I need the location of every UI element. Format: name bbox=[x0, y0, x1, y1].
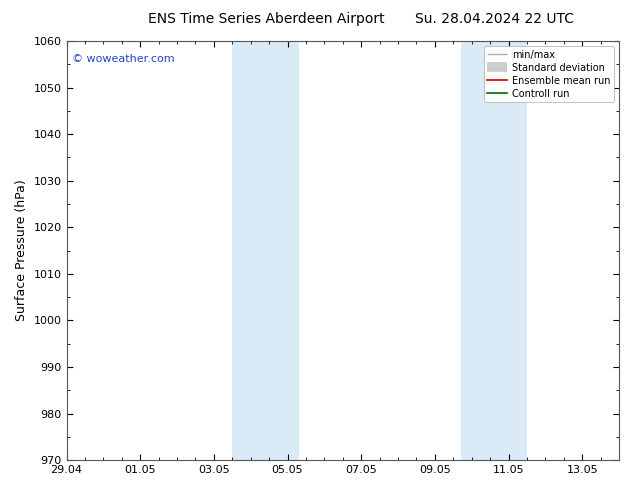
Text: Su. 28.04.2024 22 UTC: Su. 28.04.2024 22 UTC bbox=[415, 12, 574, 26]
Bar bbox=[461, 41, 527, 460]
Text: ENS Time Series Aberdeen Airport: ENS Time Series Aberdeen Airport bbox=[148, 12, 385, 26]
Legend: min/max, Standard deviation, Ensemble mean run, Controll run: min/max, Standard deviation, Ensemble me… bbox=[484, 46, 614, 102]
Text: © woweather.com: © woweather.com bbox=[72, 53, 175, 64]
Y-axis label: Surface Pressure (hPa): Surface Pressure (hPa) bbox=[15, 180, 28, 321]
Bar bbox=[232, 41, 299, 460]
